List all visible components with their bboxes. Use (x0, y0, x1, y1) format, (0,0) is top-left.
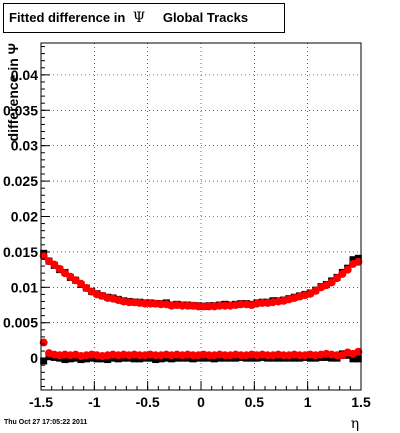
data-point (354, 257, 363, 266)
data-point (77, 279, 85, 288)
y-tick-label: 0.025 (3, 173, 38, 189)
y-axis-title: difference in Ψ (5, 43, 21, 141)
data-point (61, 356, 69, 364)
x-tick-label: -0.5 (136, 394, 160, 410)
series-3 (39, 338, 363, 361)
data-point (55, 264, 64, 273)
chart-title-symbol: Ψ (132, 10, 146, 26)
x-tick-label: 0.5 (245, 394, 265, 410)
y-tick-label: 0.02 (11, 209, 38, 225)
y-tick-label: 0.04 (11, 67, 38, 83)
grid-layer (41, 43, 361, 390)
y-tick-label: 0 (30, 350, 38, 366)
y-tick-label: 0.035 (3, 102, 38, 118)
x-tick-label: -1.5 (29, 394, 53, 410)
data-point (39, 252, 48, 261)
data-point (327, 278, 336, 287)
x-tick-label: 0 (197, 394, 205, 410)
label-layer: -1.5 -1 -0.5 0 0.5 1 1.5 0 0.005 0.01 0.015 0.02 0.0… (3, 67, 371, 410)
y-tick-label: 0.03 (11, 138, 38, 154)
y-tick-label: 0.005 (3, 315, 38, 331)
data-point (104, 356, 112, 364)
data-point (39, 338, 48, 347)
chart-title: Fitted difference in Ψ Global Tracks (3, 3, 285, 33)
x-tick-label: 1.5 (351, 394, 371, 410)
data-point (50, 260, 59, 269)
x-axis-title: η (351, 416, 359, 432)
data-point (349, 256, 357, 264)
data-point (130, 355, 138, 363)
y-tick-label: 0.015 (3, 244, 38, 260)
data-point (152, 356, 160, 364)
tick-layer (40, 46, 362, 390)
data-point (343, 265, 352, 274)
data-point (40, 357, 48, 365)
data-point (349, 355, 357, 363)
series-layer (39, 249, 363, 365)
x-tick-label: 1 (304, 394, 312, 410)
x-tick-label: -1 (88, 394, 101, 410)
y-tick-label: 0.01 (11, 279, 38, 295)
chart-title-suffix: Global Tracks (162, 10, 249, 25)
data-point (333, 274, 341, 283)
chart-title-prefix: Fitted difference in (9, 10, 126, 25)
data-point (354, 347, 363, 356)
timestamp: Thu Oct 27 17:05:22 2011 (4, 419, 88, 426)
data-point (354, 355, 362, 363)
data-point (338, 269, 347, 278)
series-2 (39, 252, 363, 311)
